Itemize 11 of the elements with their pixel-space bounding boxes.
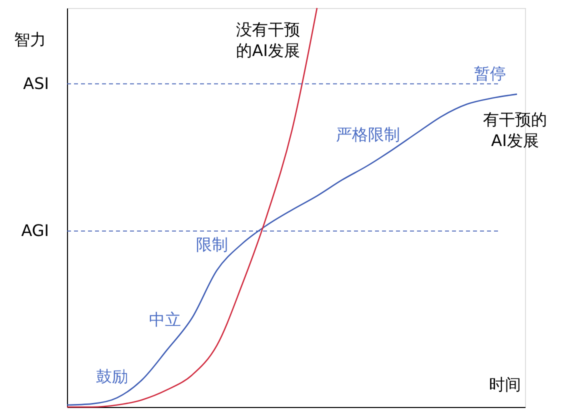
annotation: 限制 — [196, 235, 228, 254]
ref-line-label: AGI — [21, 221, 49, 240]
annotation: 暂停 — [474, 64, 506, 83]
annotation: 中立 — [149, 310, 181, 329]
x-axis-title: 时间 — [489, 375, 521, 394]
ref-line-label: ASI — [23, 74, 49, 93]
annotation: 鼓励 — [96, 367, 128, 386]
annotation: 严格限制 — [336, 125, 400, 144]
annotation: 没有干预的AI发展 — [236, 20, 300, 60]
annotation: 有干预的AI发展 — [483, 110, 547, 150]
y-axis-title: 智力 — [14, 30, 46, 49]
